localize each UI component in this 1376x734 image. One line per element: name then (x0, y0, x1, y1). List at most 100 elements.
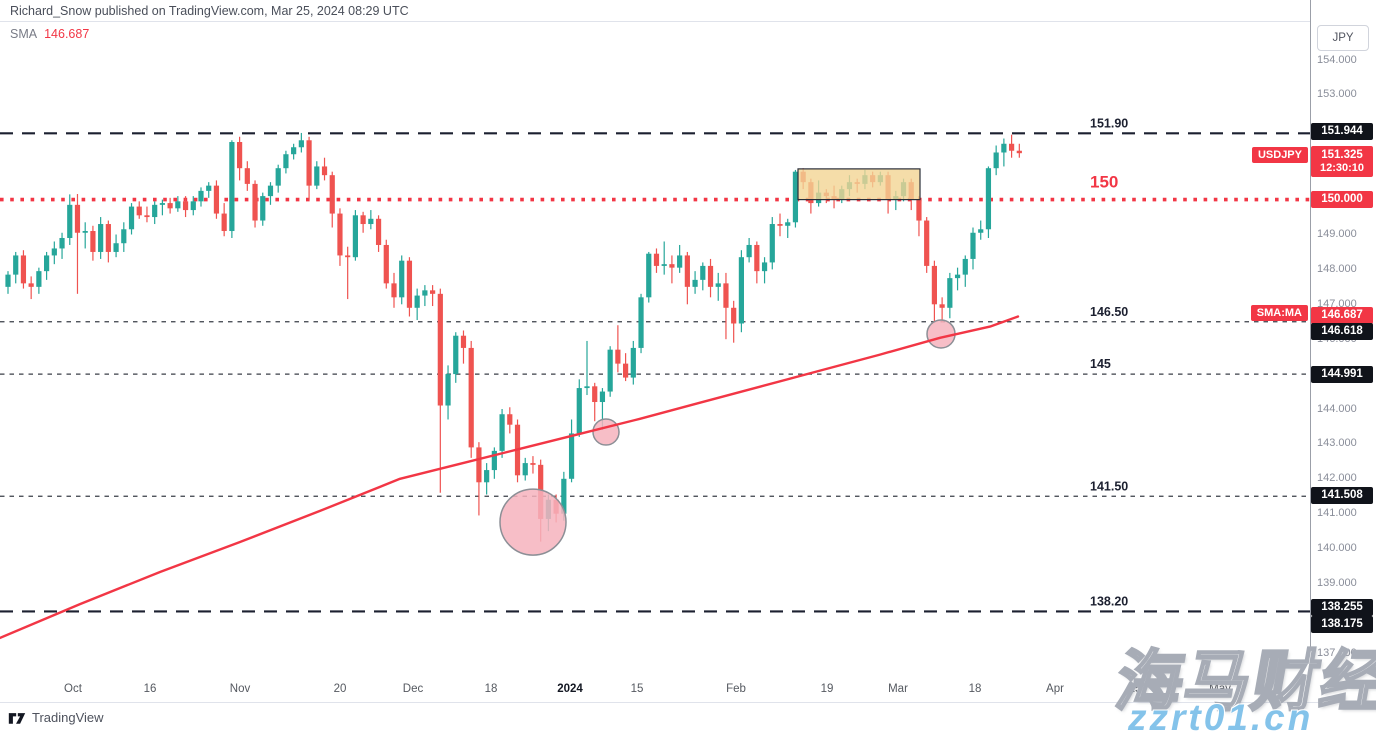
candle-body (260, 196, 266, 221)
time-tick-Mar: Mar (888, 683, 908, 695)
candle-body (51, 248, 57, 256)
sma-retest-circle-1 (499, 488, 567, 556)
consolidation-box (797, 168, 921, 201)
time-tick-15: 15 (1128, 683, 1142, 695)
axis-price-label: 139.000 (1317, 577, 1357, 589)
candle-body (754, 244, 760, 272)
time-tick-20: 20 (333, 683, 347, 695)
candle-body (98, 224, 104, 252)
time-tick-May: May (1209, 683, 1231, 695)
sma-retest-circle-3 (926, 319, 956, 349)
candle-body (399, 260, 405, 298)
sma-value: 146.687 (44, 27, 90, 41)
indicator-legend[interactable]: SMA 146.687 (10, 27, 89, 41)
axis-price-label: 149.000 (1317, 228, 1357, 240)
candle-body (329, 175, 335, 214)
axis-price-label: 140.000 (1317, 542, 1357, 555)
candle-body (499, 414, 505, 451)
candle-body (522, 463, 528, 476)
candle-body (283, 154, 289, 169)
candle-body (67, 204, 73, 238)
candle-body (167, 203, 173, 209)
candle-body (28, 283, 34, 287)
currency-button[interactable]: JPY (1317, 25, 1369, 51)
candle-body (970, 232, 976, 259)
candle-body (252, 183, 258, 221)
price-axis-border (1310, 0, 1311, 702)
candle-body (213, 185, 220, 214)
candle-body (646, 253, 652, 298)
time-tick-18: 18 (484, 683, 498, 695)
candle-body (391, 283, 397, 298)
time-tick-Apr: Apr (1046, 683, 1064, 695)
candle-body (924, 220, 930, 266)
time-axis[interactable]: Oct 16 Nov 20 Dec 18 2024 15 Feb 19 Mar 18 Apr 15 May (0, 678, 1376, 702)
candle-body (20, 255, 27, 284)
candle-body (229, 142, 235, 232)
candle-body (715, 283, 721, 287)
candle-body (237, 142, 243, 169)
candle-body (931, 265, 937, 305)
candle-body (484, 470, 490, 483)
axis-price-label: 143.000 (1317, 437, 1357, 450)
candle-body (746, 244, 752, 258)
candle-body (954, 274, 961, 279)
plot-area[interactable]: 151.90 150 146.50 145 141.50 138.20 (0, 0, 1310, 702)
candle-body (90, 231, 96, 252)
candle-body (267, 185, 274, 197)
sma-ma-badge: SMA:MA (1250, 305, 1308, 322)
candle-body (121, 229, 127, 244)
axis-price-label: 142.000 (1317, 472, 1357, 485)
time-tick-Feb: Feb (726, 683, 746, 695)
axis-price-label: 141.000 (1317, 507, 1357, 520)
candle-body (561, 478, 567, 514)
footer-divider (0, 702, 1376, 703)
candle-body (939, 304, 945, 308)
axis-price-label: 153.000 (1317, 88, 1357, 101)
tradingview-logo-text: TradingView (32, 710, 104, 725)
candle-body (244, 168, 250, 184)
candle-body (291, 147, 297, 155)
price-badge-141.508: 141.508 (1311, 487, 1373, 505)
candle-body (5, 274, 11, 287)
candle-body (59, 237, 65, 249)
sma-retest-circle-2 (592, 418, 620, 446)
candle-body (777, 224, 783, 226)
tradingview-logo-icon (8, 711, 26, 725)
candle-body (337, 213, 343, 256)
time-tick-Nov: Nov (229, 683, 251, 695)
time-tick-Oct: Oct (64, 683, 82, 695)
candle-body (306, 140, 312, 186)
time-tick-2024: 2024 (557, 683, 583, 695)
candle-body (568, 433, 575, 479)
candle-body (468, 347, 474, 448)
publish-info: Richard_Snow published on TradingView.co… (10, 4, 409, 18)
tradingview-logo[interactable]: TradingView (8, 710, 104, 725)
candle-body (661, 264, 667, 266)
axis-price-label: 154.000 (1317, 53, 1357, 66)
candle-body (445, 374, 451, 406)
candle-body (700, 265, 706, 280)
sma-line (0, 315, 1020, 640)
candle-body (221, 213, 227, 232)
candle-body (352, 215, 358, 258)
candle-body (653, 253, 660, 266)
candle-body (105, 224, 111, 252)
candle-body (437, 293, 443, 406)
candle-body (769, 224, 775, 263)
price-badge-146.687: 146.687 (1311, 306, 1373, 324)
candle-body (792, 171, 799, 223)
candle-body (152, 204, 158, 218)
candle-body (321, 166, 328, 176)
candle-body (422, 290, 428, 296)
price-axis[interactable]: JPY 154.000 153.000 149.000 148.000 147.000 1… (1311, 0, 1376, 702)
candle-body (1009, 143, 1015, 151)
candle-body (761, 262, 768, 272)
price-level-label-141.50: 141.50 (1090, 479, 1128, 493)
price-level-label-145: 145 (1090, 357, 1111, 371)
candle-body (731, 307, 737, 324)
candle-body (677, 255, 683, 268)
candle-body (453, 335, 459, 375)
candle-body (491, 450, 497, 471)
